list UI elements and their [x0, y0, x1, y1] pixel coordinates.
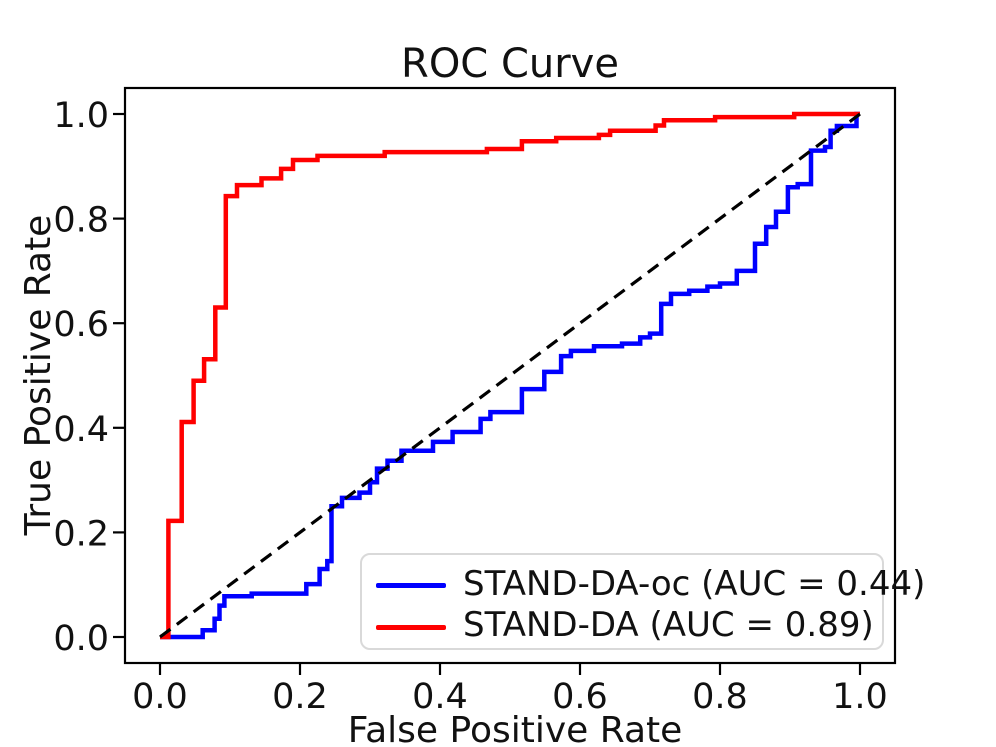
y-tick-label: 0.4: [53, 410, 109, 450]
y-tick-label: 0.2: [53, 514, 109, 554]
roc-curves: [159, 111, 861, 640]
x-tick-label: 0.6: [552, 677, 608, 717]
x-tick-label: 0.4: [412, 677, 468, 717]
legend-item-stand-da-oc: STAND-DA-oc (AUC = 0.44): [376, 565, 925, 607]
roc-curve-STAND-DA (AUC = 0.89): [160, 111, 860, 640]
axis-ticks: 0.0 0.2 0.4 0.6 0.8 1.0 0.0 0.2 0.4 0.6 0.8 1.0: [53, 96, 888, 717]
x-tick-label: 0.0: [132, 677, 188, 717]
roc-curve-STAND-DA-oc (AUC = 0.44): [160, 111, 860, 640]
x-tick-label: 0.8: [692, 677, 748, 717]
y-tick-label: 1.0: [53, 96, 109, 136]
blue-line-swatch: [376, 583, 446, 589]
legend-label: STAND-DA (AUC = 0.89): [463, 605, 874, 646]
legend-item-stand-da: STAND-DA (AUC = 0.89): [376, 607, 882, 649]
y-tick-label: 0.0: [53, 619, 109, 659]
y-tick-label: 0.8: [53, 201, 109, 241]
x-tick-label: 1.0: [832, 677, 888, 717]
chart-title: ROC Curve: [401, 41, 619, 87]
red-line-swatch: [376, 624, 446, 630]
legend: STAND-DA-oc (AUC = 0.44) STAND-DA (AUC =…: [360, 553, 925, 650]
x-tick-label: 0.2: [272, 677, 328, 717]
y-axis-label: True Positive Rate: [18, 215, 59, 537]
legend-label: STAND-DA-oc (AUC = 0.44): [463, 563, 926, 604]
y-tick-label: 0.6: [53, 305, 109, 345]
x-axis-label: False Positive Rate: [348, 710, 683, 747]
plot-border: [123, 86, 897, 665]
